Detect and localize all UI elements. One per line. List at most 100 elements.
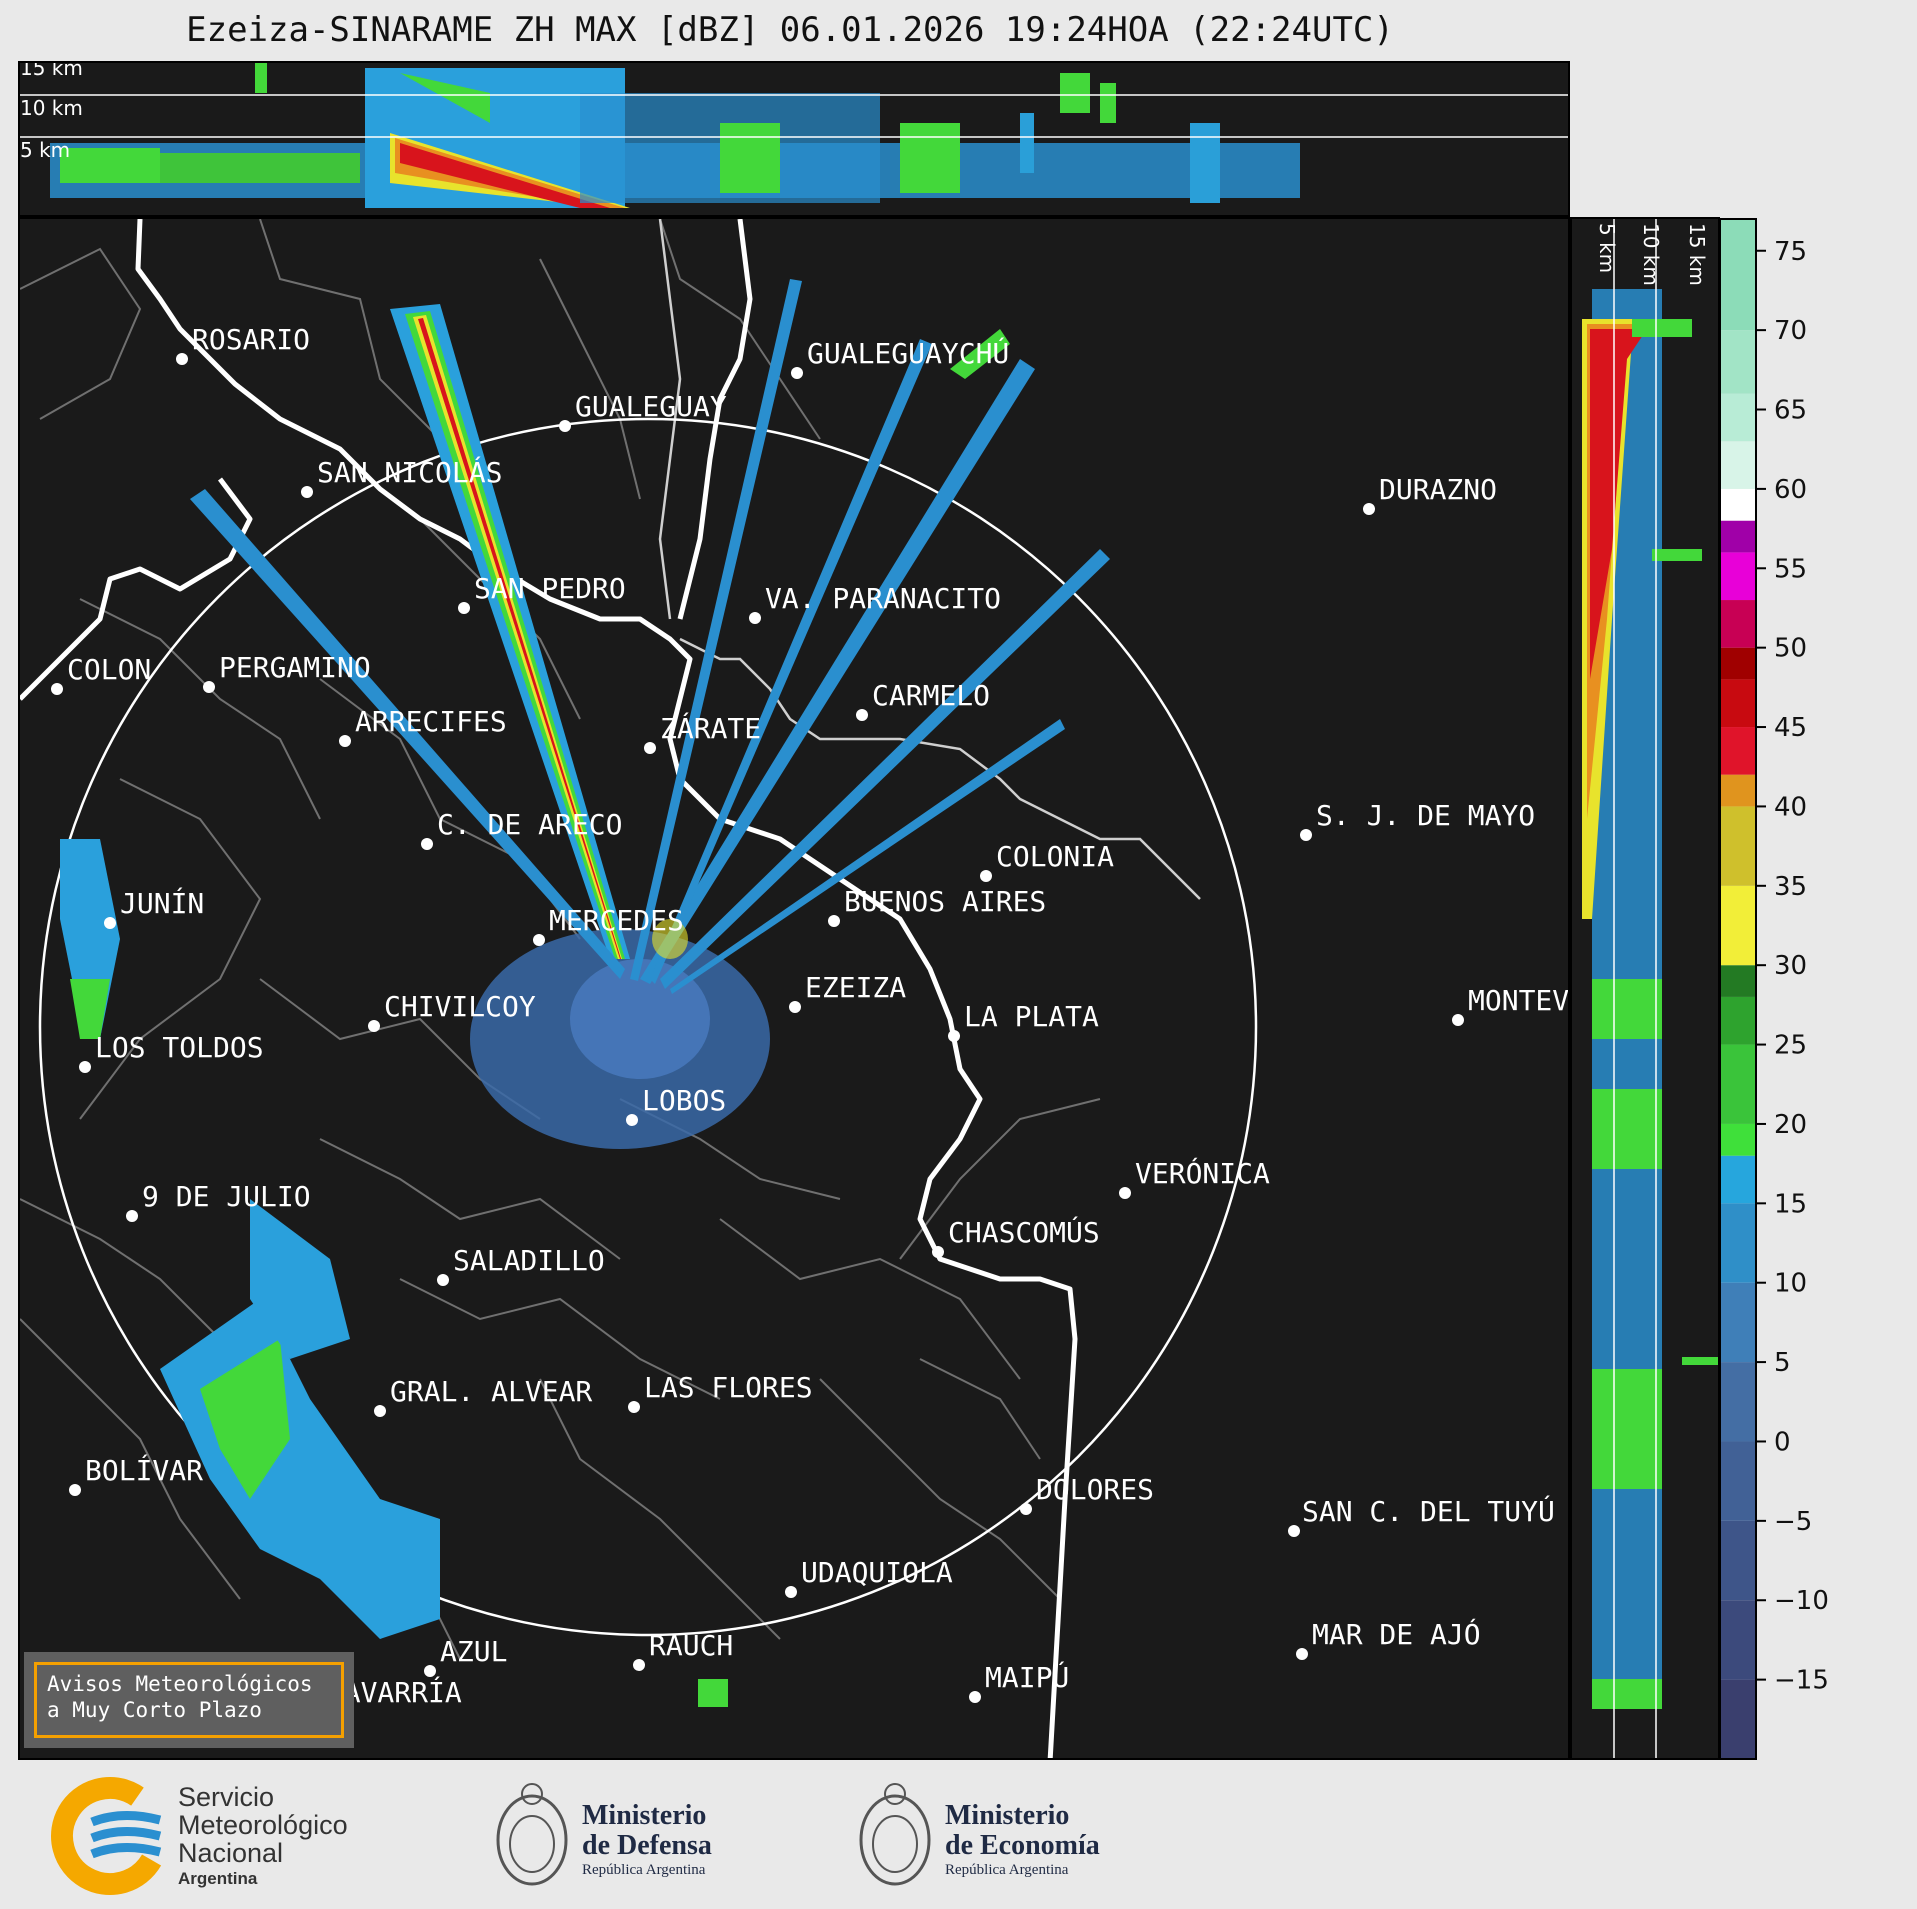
smn-line1: Servicio <box>178 1782 274 1812</box>
city-label-mercedes: MERCEDES <box>549 904 684 937</box>
radar-map: ROSARIO GUALEGUAYCHÚ GUALEGUAY SAN NICOL… <box>18 217 1570 1760</box>
city-label-sj-de-mayo: S. J. DE MAYO <box>1316 799 1535 832</box>
city-label-maipu: MAIPÚ <box>985 1660 1069 1694</box>
city-label-durazno: DURAZNO <box>1379 473 1497 506</box>
city-label-c-de-areco: C. DE ARECO <box>437 808 622 841</box>
colorbar-tick-label: 35 <box>1774 872 1807 902</box>
colorbar-tick-label: 45 <box>1774 713 1807 743</box>
colorbar-tick-label: 40 <box>1774 792 1807 822</box>
side-vertical-profile: 5 km 10 km 15 km <box>1570 217 1720 1760</box>
colorbar-band <box>1720 806 1756 886</box>
city-label-colon: COLON <box>67 653 151 686</box>
city-label-zarate: ZÁRATE <box>660 711 761 745</box>
colorbar-band <box>1720 1441 1756 1521</box>
colorbar-band <box>1720 600 1756 648</box>
colorbar-tick-label: 55 <box>1774 554 1807 584</box>
colorbar-band <box>1720 1362 1756 1442</box>
colorbar-bands <box>1720 219 1756 1759</box>
warning-box[interactable]: Avisos Meteorológicos a Muy Corto Plazo <box>24 1652 354 1748</box>
economia-seal-icon <box>859 1783 931 1886</box>
city-label-udaquiola: UDAQUIOLA <box>801 1556 953 1589</box>
city-label-veronica: VERÓNICA <box>1135 1156 1270 1190</box>
colorbar-band <box>1720 965 1756 997</box>
city-label-mar-de-ajo: MAR DE AJÓ <box>1312 1617 1481 1651</box>
side-alt-label-5: 5 km <box>1595 223 1619 273</box>
city-label-buenos-aires: BUENOS AIRES <box>844 885 1046 918</box>
city-label-chascomus: CHASCOMÚS <box>948 1215 1100 1249</box>
colorbar-band <box>1720 520 1756 553</box>
city-label-carmelo: CARMELO <box>872 679 990 712</box>
city-label-las-flores: LAS FLORES <box>644 1371 813 1404</box>
city-label-san-nicolas: SAN NICOLÁS <box>317 455 502 489</box>
colorbar-tick-label: 5 <box>1774 1348 1791 1378</box>
colorbar-band <box>1720 488 1756 521</box>
colorbar-tick-label: 50 <box>1774 634 1807 664</box>
city-label-lobos: LOBOS <box>642 1084 726 1117</box>
colorbar-band <box>1720 1155 1756 1204</box>
economia-line2: de Economía <box>945 1830 1100 1861</box>
side-alt-label-15: 15 km <box>1685 223 1709 286</box>
colorbar-band <box>1720 441 1756 489</box>
city-label-los-toldos: LOS TOLDOS <box>95 1031 264 1064</box>
colorbar-tick-label: 0 <box>1774 1427 1791 1457</box>
warning-box-inner[interactable]: Avisos Meteorológicos a Muy Corto Plazo <box>34 1662 344 1738</box>
page-title: Ezeiza-SINARAME ZH MAX [dBZ] 06.01.2026 … <box>186 10 1394 50</box>
economia-line1: Ministerio <box>945 1800 1069 1831</box>
colorbar-band <box>1720 1203 1756 1283</box>
city-labels: ROSARIO GUALEGUAYCHÚ GUALEGUAY SAN NICOL… <box>67 323 1570 1709</box>
city-label-chivilcoy: CHIVILCOY <box>384 990 536 1023</box>
city-label-va-paranacito: VA. PARANACITO <box>765 582 1001 615</box>
colorbar-band <box>1720 1282 1756 1363</box>
city-label-junin: JUNÍN <box>120 886 204 920</box>
defensa-seal-icon <box>496 1783 568 1886</box>
colorbar-band <box>1720 647 1756 680</box>
colorbar-band <box>1720 1044 1756 1124</box>
colorbar-tick-label: −10 <box>1774 1586 1829 1616</box>
city-label-arrecifes: ARRECIFES <box>355 705 507 738</box>
city-label-pergamino: PERGAMINO <box>219 651 371 684</box>
colorbar-tick-label: 25 <box>1774 1031 1807 1061</box>
radar-echoes <box>60 279 1110 1707</box>
colorbar-band <box>1720 1679 1756 1759</box>
city-label-saladillo: SALADILLO <box>453 1244 605 1277</box>
top-vertical-profile: 15 km 10 km 5 km <box>18 61 1570 217</box>
colorbar-band <box>1720 552 1756 601</box>
radar-range-ring <box>38 417 1258 1637</box>
city-label-san-c-del-tuyu: SAN C. DEL TUYÚ <box>1302 1494 1555 1528</box>
colorbar-tick-label: 20 <box>1774 1110 1807 1140</box>
colorbar-tick-label: 30 <box>1774 951 1807 981</box>
warning-line-2: a Muy Corto Plazo <box>47 1698 262 1722</box>
defensa-line1: Ministerio <box>582 1800 706 1831</box>
city-label-bolivar: BOLÍVAR <box>85 1453 203 1487</box>
colorbar-band <box>1720 1520 1756 1601</box>
city-label-gualeguaychu: GUALEGUAYCHÚ <box>807 336 1009 370</box>
colorbar-band <box>1720 393 1756 442</box>
city-label-rauch: RAUCH <box>649 1629 733 1662</box>
city-label-rosario: ROSARIO <box>192 323 310 356</box>
colorbar-tick-label: 15 <box>1774 1189 1807 1219</box>
side-profile-echoes <box>1582 289 1718 1709</box>
colorbar-tick-label: 65 <box>1774 396 1807 426</box>
top-alt-label-5: 5 km <box>20 138 70 162</box>
warning-line-1: Avisos Meteorológicos <box>47 1672 313 1696</box>
colorbar-tick-label: 10 <box>1774 1269 1807 1299</box>
city-label-dolores: DOLORES <box>1036 1473 1154 1506</box>
colorbar-tick-label: 70 <box>1774 316 1807 346</box>
defensa-line3: República Argentina <box>582 1862 706 1878</box>
city-label-montevideo: MONTEVIDEO <box>1468 984 1570 1017</box>
reflectivity-colorbar: 75 70 65 60 55 50 45 40 35 30 25 20 15 10 5 0 −5 −10 −15 <box>1720 217 1917 1760</box>
colorbar-tick-label: 60 <box>1774 475 1807 505</box>
city-label-san-pedro: SAN PEDRO <box>474 572 626 605</box>
smn-line3: Nacional <box>178 1838 283 1868</box>
colorbar-tick-label: −15 <box>1774 1666 1829 1696</box>
top-profile-echoes <box>50 63 1300 208</box>
smn-line4: Argentina <box>178 1869 258 1888</box>
colorbar-band <box>1720 996 1756 1045</box>
colorbar-band <box>1720 219 1756 331</box>
colorbar-band <box>1720 330 1756 394</box>
side-alt-label-10: 10 km <box>1639 223 1663 286</box>
city-label-azul: AZUL <box>440 1635 507 1668</box>
city-label-colonia: COLONIA <box>996 840 1114 873</box>
city-label-ezeiza: EZEIZA <box>805 971 906 1004</box>
